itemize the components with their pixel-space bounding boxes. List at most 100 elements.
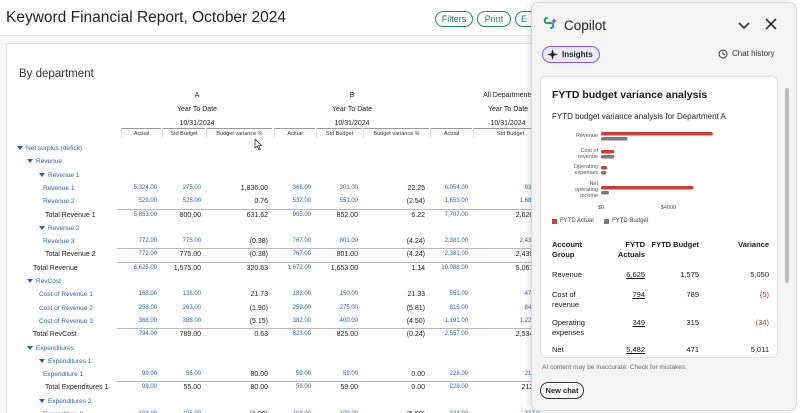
close-icon[interactable] [764,17,778,31]
row-label[interactable]: Revenue 1 [43,182,74,195]
table-cell[interactable]: 109.00 [316,408,358,413]
row-label[interactable]: Net surplus (deficit) [17,142,82,155]
table-cell[interactable]: 59.00 [295,384,311,391]
expand-triangle-icon[interactable] [17,146,23,150]
row-label[interactable]: Cost of Revenue 2 [39,302,93,315]
table-cell[interactable]: 368.00 [138,317,157,324]
table-cell[interactable]: 5,853.00 [133,211,157,218]
table-cell[interactable]: 815.00 [449,304,468,311]
row-label[interactable]: Revenue [27,155,62,168]
table-cell[interactable]: 212.00 [473,368,540,381]
table-cell[interactable]: 844.00 [473,302,540,315]
table-cell[interactable]: 1,672.00 [287,264,311,271]
table-cell[interactable]: 59.00 [342,371,358,378]
table-cell[interactable]: 7,707.00 [444,211,468,218]
table-cell[interactable]: 551.00 [339,198,358,205]
table-cell[interactable]: 2,381.00 [444,238,468,245]
table-cell[interactable]: 382.00 [292,317,311,324]
table-cell[interactable]: 258.00 [138,304,157,311]
table-cell[interactable]: 2,557.00 [444,331,468,338]
table-cell[interactable]: 6,054.00 [444,184,468,191]
row-label[interactable]: Revenue 3 [43,235,74,248]
table-cell[interactable]: 99.00 [141,384,157,391]
row-label[interactable]: RevCost [27,275,61,288]
table-cell[interactable]: 301.00 [339,184,358,191]
row-label[interactable]: Expenditures 1 [39,355,91,368]
table-cell[interactable]: 767.00 [292,238,311,245]
table-cell[interactable]: 525.00 [182,198,201,205]
expand-triangle-icon[interactable] [27,279,33,283]
variance-table-cell[interactable]: 6,625 [626,270,645,279]
table-cell[interactable]: 772.00 [138,238,157,245]
table-cell[interactable]: 939.00 [473,182,540,195]
table-cell[interactable]: 59.00 [295,371,311,378]
table-cell[interactable]: 105.00 [162,408,201,413]
row-label[interactable]: Expenditure 2 [43,408,83,413]
table-cell[interactable]: 10,088.00 [441,264,468,271]
table-cell[interactable]: 138.00 [182,291,201,298]
table-cell[interactable]: 103.00 [274,408,311,413]
row-label[interactable]: Cost of Revenue 1 [39,288,93,301]
table-cell[interactable]: 259.00 [292,304,311,311]
row-label[interactable]: Revenue 2 [39,222,79,235]
print-button[interactable]: Print [477,11,511,27]
table-cell[interactable]: 767.00 [292,251,311,258]
expand-triangle-icon[interactable] [27,345,33,350]
table-cell[interactable]: 103.00 [121,408,157,413]
table-cell[interactable]: 1,191.00 [444,317,468,324]
row-label[interactable]: Revenue 1 [39,169,79,182]
table-cell[interactable]: 368.00 [292,184,311,191]
table-cell[interactable]: 150.00 [339,291,358,298]
row-label[interactable]: Expenditures 2 [39,395,91,408]
table-cell[interactable]: 55.00 [185,371,201,378]
variance-table-cell[interactable]: 5,482 [626,345,645,354]
table-cell[interactable]: 228.00 [449,371,468,378]
table-cell[interactable]: 182.00 [292,291,311,298]
chat-history-button[interactable]: Chat history [718,49,775,59]
table-cell[interactable]: 168.00 [138,291,157,298]
table-cell[interactable]: 2,439.00 [519,238,540,245]
table-cell[interactable]: 275.00 [182,184,201,191]
variance-table-cell[interactable]: 349 [632,318,645,327]
table-cell[interactable]: 794.00 [138,331,157,338]
row-label[interactable]: Revenue 2 [43,195,74,208]
card-scrollbar[interactable] [785,88,789,283]
table-cell[interactable]: 99.00 [141,371,157,378]
table-cell[interactable]: 823.00 [292,331,311,338]
table-cell[interactable]: 551.00 [449,291,468,298]
table-cell[interactable]: 388.00 [182,317,201,324]
insights-button[interactable]: Insights [542,46,600,63]
table-cell[interactable]: 324.00 [430,408,468,413]
expand-triangle-icon[interactable] [27,159,33,164]
table-cell[interactable]: 772.00 [138,251,157,258]
row-label[interactable]: Expenditure 1 [43,368,83,381]
table-cell[interactable]: 1,689.00 [519,198,540,205]
table-cell[interactable]: 5,324.00 [133,184,157,191]
chevron-down-icon[interactable] [737,18,751,32]
table-cell[interactable]: 263.00 [182,304,201,311]
new-chat-button[interactable]: New chat [540,382,584,399]
table-cell[interactable]: 275.00 [339,304,358,311]
table-cell[interactable]: 537.00 [292,198,311,205]
table-cell[interactable]: 2,381.00 [444,251,468,258]
table-cell[interactable]: 1,653.00 [444,198,468,205]
table-cell[interactable]: 529.00 [138,198,157,205]
table-cell[interactable]: 228.00 [449,384,468,391]
table-cell[interactable]: 801.00 [339,238,358,245]
expand-triangle-icon[interactable] [39,225,45,230]
table-cell[interactable]: 400.00 [339,317,358,324]
expand-triangle-icon[interactable] [39,398,45,403]
table-cell[interactable]: 6,625.00 [133,264,157,271]
variance-table-cell[interactable]: 794 [632,290,645,299]
row-label[interactable]: Cost of Revenue 3 [39,315,93,328]
table-cell[interactable]: 905.00 [292,211,311,218]
expand-triangle-icon[interactable] [39,358,45,363]
filters-button[interactable]: Filters [435,11,473,27]
table-cell[interactable]: 470.00 [473,288,540,301]
table-cell[interactable]: 1,220.00 [519,317,540,324]
expand-triangle-icon[interactable] [39,172,45,177]
table-cell[interactable]: 337.00 [473,408,540,413]
category-label: Revenue [576,133,598,139]
row-label[interactable]: Expenditures [27,342,74,355]
table-cell[interactable]: 775.00 [182,238,201,245]
